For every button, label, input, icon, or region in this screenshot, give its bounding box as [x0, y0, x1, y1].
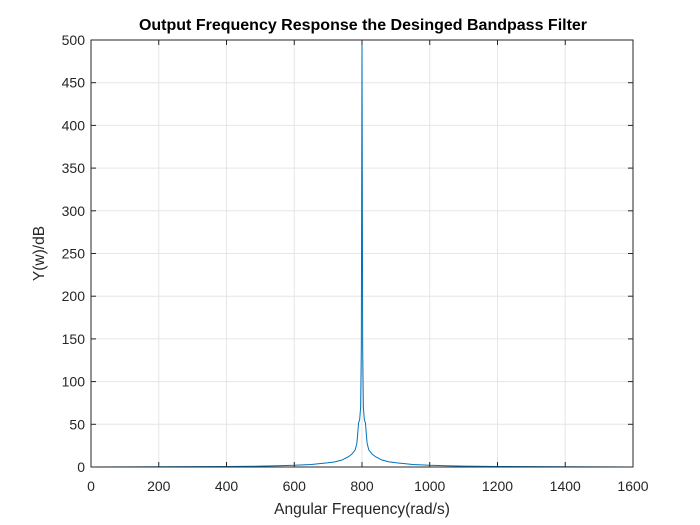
y-tick-label: 50 — [69, 416, 85, 432]
x-tick-label: 1400 — [550, 478, 581, 494]
chart-title: Output Frequency Response the Desinged B… — [139, 17, 587, 34]
y-tick-label: 250 — [62, 246, 86, 262]
x-tick-label: 0 — [87, 478, 95, 494]
y-axis-label: Y(w)/dB — [31, 226, 48, 281]
y-tick-label: 400 — [62, 117, 86, 133]
x-tick-label: 1200 — [482, 478, 513, 494]
y-tick-label: 450 — [62, 75, 86, 91]
y-tick-label: 500 — [62, 32, 86, 48]
y-tick-label: 200 — [62, 288, 86, 304]
y-tick-label: 150 — [62, 331, 86, 347]
x-axis-label: Angular Frequency(rad/s) — [274, 501, 450, 518]
axis-ticks: 0 200 400 600 800 1000 1200 1400 1600 0 50 100 150 20… — [62, 32, 649, 494]
x-tick-label: 200 — [147, 478, 171, 494]
x-tick-label: 1600 — [617, 478, 648, 494]
x-tick-label: 400 — [215, 478, 239, 494]
y-tick-label: 300 — [62, 203, 86, 219]
x-tick-label: 800 — [350, 478, 374, 494]
y-tick-label: 100 — [62, 374, 86, 390]
x-tick-label: 600 — [283, 478, 307, 494]
x-tick-label: 1000 — [414, 478, 445, 494]
y-tick-label: 350 — [62, 160, 86, 176]
y-tick-label: 0 — [77, 459, 85, 475]
